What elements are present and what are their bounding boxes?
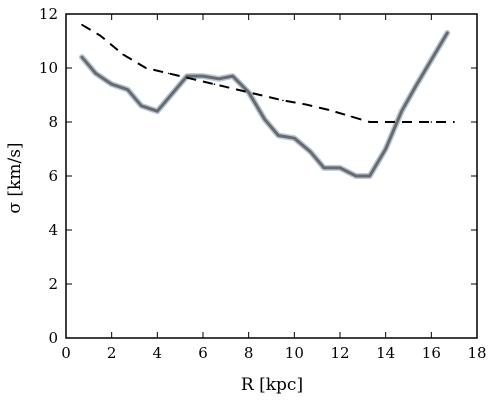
series-0-point xyxy=(110,83,113,85)
series-0-point xyxy=(277,134,280,137)
series-1-point xyxy=(453,121,455,123)
y-tick-label: 6 xyxy=(48,167,58,185)
series-1-point xyxy=(282,99,284,102)
x-tick-label: 4 xyxy=(153,344,163,362)
x-tick-label: 8 xyxy=(244,344,254,362)
series-0-point xyxy=(202,75,204,77)
series-0-point xyxy=(140,105,143,107)
y-tick-label: 8 xyxy=(48,113,58,131)
series-0-point xyxy=(172,91,175,94)
series-0-point xyxy=(263,118,266,121)
series-0-point xyxy=(218,78,220,80)
series-0-point xyxy=(368,175,371,177)
series-1-point xyxy=(407,121,410,123)
series-0-point xyxy=(339,167,341,169)
series-1-point xyxy=(190,78,193,80)
y-axis-label: σ [km/s] xyxy=(5,142,25,213)
series-layer xyxy=(78,23,455,179)
y-tick-label: 10 xyxy=(39,59,58,77)
series-0-point xyxy=(186,75,188,77)
series-0-point xyxy=(446,32,449,34)
x-axis-label: R [kpc] xyxy=(241,375,303,395)
series-1-point xyxy=(327,109,330,111)
series-1-point xyxy=(81,24,83,26)
series-0-point xyxy=(430,59,433,61)
tick-layer: 0 2 4 6 8 10 12 14 16 18 0 2 4 6 8 10 12 xyxy=(39,5,487,362)
x-tick-label: 16 xyxy=(422,344,441,362)
series-0-point xyxy=(231,75,234,77)
series-1-point xyxy=(430,121,433,123)
series-1-point xyxy=(99,34,102,37)
series-1-point xyxy=(213,83,216,85)
series-1-point xyxy=(304,103,307,106)
plot-frame xyxy=(65,13,478,339)
series-1-point xyxy=(122,53,124,56)
series-1-point xyxy=(236,88,239,91)
x-tick-label: 10 xyxy=(285,344,304,362)
series-0-point xyxy=(81,56,83,58)
series-0-point xyxy=(355,175,357,177)
series-1-point xyxy=(259,94,261,96)
series-0-point xyxy=(323,167,325,169)
series-0-point xyxy=(400,110,403,112)
series-0-point xyxy=(414,86,417,88)
x-tick-label: 18 xyxy=(467,344,486,362)
series-1-point xyxy=(384,121,387,123)
series-0-point xyxy=(126,88,129,91)
series-0-point xyxy=(309,150,312,153)
x-tick-label: 14 xyxy=(376,344,395,362)
series-0-point xyxy=(293,137,296,139)
series-0-point xyxy=(156,110,159,112)
series-0-point xyxy=(247,91,250,94)
x-tick-label: 12 xyxy=(330,344,349,362)
series-1-point xyxy=(368,121,371,123)
series-1-point xyxy=(167,72,170,75)
series-0-point xyxy=(94,72,97,75)
series-0-point xyxy=(384,148,387,150)
y-tick-label: 4 xyxy=(48,221,58,239)
y-tick-label: 12 xyxy=(39,5,58,23)
x-tick-label: 0 xyxy=(61,344,71,362)
series-1-line xyxy=(81,23,455,123)
series-1-point xyxy=(145,67,147,69)
series-1-point xyxy=(350,115,353,118)
y-tick-label: 2 xyxy=(48,275,58,293)
x-tick-label: 6 xyxy=(198,344,208,362)
x-tick-label: 2 xyxy=(107,344,117,362)
y-tick-label: 0 xyxy=(48,329,58,347)
series-0-uncertainty-band xyxy=(78,29,451,179)
